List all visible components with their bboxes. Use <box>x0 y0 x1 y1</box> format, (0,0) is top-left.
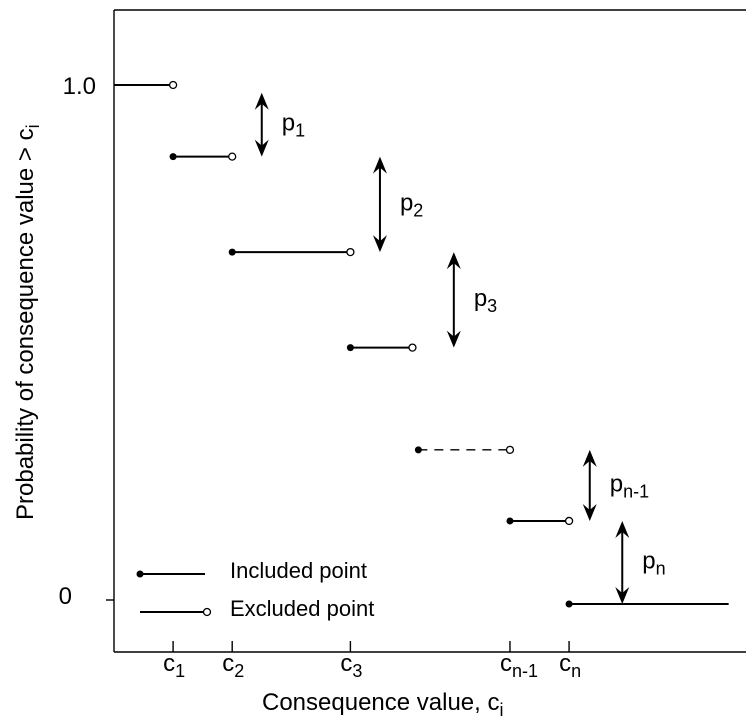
x-tick-label: cn-1 <box>500 650 538 681</box>
included-point <box>414 446 422 454</box>
arrow-head-up <box>615 520 630 538</box>
x-ticks: c1 c2 c3 cn-1 cn <box>163 641 581 681</box>
included-point <box>169 153 177 161</box>
y-axis-label: Probability of consequence value > ci <box>12 124 43 520</box>
x-axis-label-sub: i <box>500 700 504 720</box>
included-point <box>565 600 573 608</box>
arrow-head-down <box>615 587 630 604</box>
arrow-label: p1 <box>282 110 305 141</box>
step-segments <box>114 80 729 608</box>
arrow-head-up <box>254 92 269 110</box>
legend-excluded-label: Excluded point <box>230 596 374 621</box>
legend-included-marker <box>136 570 144 578</box>
arrow-label-sub: n <box>656 558 666 578</box>
arrow-label: p3 <box>474 285 497 316</box>
included-point <box>506 517 514 525</box>
x-tick-label-sub: 1 <box>175 661 185 681</box>
arrow-label-main: p <box>282 110 295 137</box>
arrow-label-sub: 1 <box>295 121 305 141</box>
excluded-point <box>168 80 178 90</box>
x-tick-label-main: c <box>500 650 512 677</box>
x-tick-label: c1 <box>163 650 185 681</box>
x-tick-label-main: c <box>559 650 571 677</box>
excluded-point <box>564 516 574 526</box>
y-tick-label-zero: 0 <box>59 583 72 610</box>
arrow-label-main: p <box>474 285 487 312</box>
x-tick-label-sub: n-1 <box>512 661 538 681</box>
excluded-point <box>346 247 355 257</box>
arrow-label: pn <box>642 547 665 578</box>
y-axis-label-main: Probability of consequence value > c <box>12 128 39 520</box>
included-point <box>346 344 354 352</box>
arrow-head-down <box>254 139 269 157</box>
x-tick-label: c2 <box>222 650 244 681</box>
legend-included-label: Included point <box>230 558 367 583</box>
arrow-label: pn-1 <box>610 470 649 501</box>
x-tick-label: cn <box>559 650 581 681</box>
arrow-head-down <box>372 235 387 253</box>
x-tick-label-sub: n <box>571 661 581 681</box>
excluded-point <box>228 152 237 161</box>
arrow-head-down <box>582 503 597 521</box>
arrow-label-main: p <box>642 547 655 574</box>
included-point <box>228 248 236 256</box>
arrow-label-sub: 3 <box>487 296 497 316</box>
arrow-label-main: p <box>400 189 413 216</box>
x-axis-label: Consequence value, ci <box>262 689 504 720</box>
x-tick-label: c3 <box>340 650 362 681</box>
x-axis-label-main: Consequence value, c <box>262 689 500 716</box>
legend: Included point Excluded point <box>136 558 374 621</box>
arrow-label-sub: n-1 <box>623 481 649 501</box>
x-tick-label-main: c <box>222 650 234 677</box>
x-tick-label-main: c <box>340 650 352 677</box>
arrow-head-up <box>582 449 597 467</box>
arrow-head-down <box>446 330 461 348</box>
excluded-point <box>505 445 515 455</box>
arrow-label: p2 <box>400 189 423 220</box>
arrow-head-up <box>446 252 461 270</box>
arrow-label-sub: 2 <box>413 200 423 220</box>
y-axis-label-sub: i <box>23 124 43 128</box>
y-tick-label-top: 1.0 <box>63 73 96 100</box>
x-tick-label-sub: 2 <box>234 661 244 681</box>
x-tick-label-sub: 3 <box>352 661 362 681</box>
excluded-point <box>408 343 417 352</box>
arrow-head-up <box>372 156 387 174</box>
x-tick-label-main: c <box>163 650 175 677</box>
legend-excluded-marker <box>202 607 212 617</box>
arrow-label-main: p <box>610 470 623 497</box>
